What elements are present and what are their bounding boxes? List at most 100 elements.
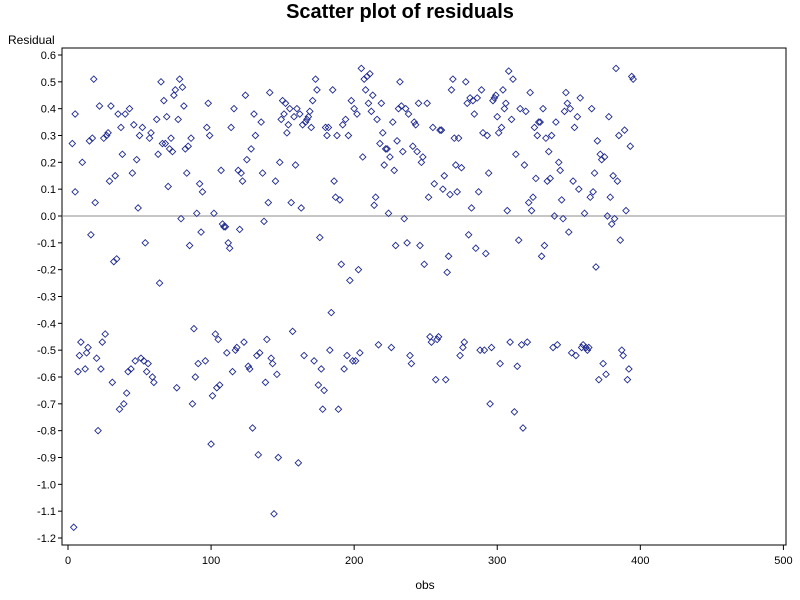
data-point [625,365,633,373]
data-point [313,86,321,94]
data-point [364,99,373,108]
data-point [294,459,303,467]
data-point [295,110,304,118]
data-point [177,214,185,223]
data-point [556,166,565,175]
data-point [406,351,414,360]
data-point [228,367,237,376]
data-point [321,123,330,132]
data-point [400,214,409,223]
data-point [188,399,197,408]
y-tick-label: -0.1 [37,238,56,250]
data-point [398,147,407,156]
data-point [341,115,350,124]
data-point [132,155,141,164]
data-point [381,145,390,153]
data-point [564,228,573,236]
data-point [287,198,296,207]
data-point [225,244,234,253]
data-point [115,405,124,414]
data-point [363,72,371,81]
data-point [68,139,77,148]
data-point [95,102,104,110]
data-point [291,161,300,169]
data-point [497,123,506,132]
data-point [391,241,400,250]
data-point [245,365,254,373]
data-point [207,440,215,448]
data-point [220,222,228,231]
data-point [128,169,137,177]
data-point [527,206,536,215]
data-point [327,308,336,317]
data-point [454,134,463,143]
data-point [430,179,439,188]
data-point [477,86,486,94]
data-point [590,169,599,177]
data-point [91,198,100,207]
data-point [281,99,290,108]
data-point [537,252,546,261]
x-tick-label: 200 [345,555,363,567]
data-point [494,128,503,137]
data-point [217,166,225,175]
data-point [605,112,613,121]
y-tick-label: -0.4 [37,318,56,330]
data-point [434,332,443,341]
data-point [560,107,569,116]
data-point [483,131,492,140]
data-point [152,115,161,124]
data-point [261,378,270,387]
data-point [145,134,154,143]
data-point [617,346,626,355]
data-point [191,373,200,381]
data-point [457,163,466,172]
data-point [500,104,509,113]
data-point [356,349,364,357]
data-point [493,112,502,121]
y-tick-label: -0.9 [37,452,56,464]
data-point [451,161,460,169]
data-point [112,255,121,263]
data-point [208,391,217,400]
data-point [479,128,487,137]
data-point [333,131,341,140]
data-point [480,346,489,355]
data-point [171,86,180,94]
y-axis-label: Residual [8,33,55,47]
data-point [293,104,301,113]
data-point [346,276,354,285]
y-tick-label: -0.5 [37,345,56,357]
data-point [490,94,499,102]
data-point [357,64,366,73]
y-tick-label: 0.6 [41,50,56,62]
x-axis: 0 100 200 300 400 500 [65,545,793,567]
data-point [297,204,306,212]
data-point [192,209,201,218]
data-point [407,359,416,368]
data-point [273,370,281,379]
data-point [81,365,90,373]
data-point [437,126,446,134]
data-point [265,88,274,97]
data-point [150,378,158,387]
data-point [530,123,539,132]
data-point [447,86,456,94]
data-point [540,241,549,250]
data-point [536,118,545,126]
data-point [154,150,162,159]
y-tick-label: 0.3 [41,131,56,143]
data-point [549,343,557,352]
data-point [613,177,622,185]
data-point [370,201,379,210]
data-point [253,351,261,360]
data-point [87,230,95,239]
y-tick-label: -1.1 [37,506,56,518]
data-point [554,158,563,167]
data-point [303,115,311,124]
data-point [573,112,582,121]
data-point [620,126,629,134]
data-point [463,99,472,108]
x-tick-label: 500 [774,555,792,567]
data-point [353,110,361,118]
